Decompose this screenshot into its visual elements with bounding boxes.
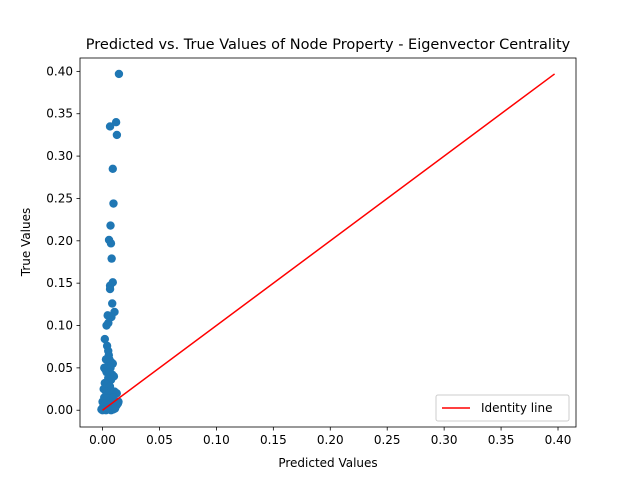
x-tick-label: 0.40 <box>545 433 572 447</box>
x-axis-label: Predicted Values <box>278 456 377 470</box>
plot-frame <box>79 57 577 428</box>
plot-area <box>97 69 556 415</box>
x-tick-label: 0.10 <box>203 433 230 447</box>
data-point <box>112 130 122 140</box>
x-tick-label: 0.30 <box>431 433 458 447</box>
data-point <box>108 164 117 173</box>
y-tick-label: 0.05 <box>46 361 73 375</box>
x-tick-label: 0.20 <box>317 433 344 447</box>
data-point <box>114 69 124 79</box>
data-point <box>110 404 120 413</box>
data-point <box>108 299 117 308</box>
data-point <box>102 321 111 330</box>
x-tick-label: 0.05 <box>146 433 173 447</box>
y-tick-label: 0.00 <box>46 403 73 417</box>
data-point <box>100 334 110 344</box>
data-point <box>111 118 121 127</box>
x-tick-label: 0.00 <box>89 433 116 447</box>
data-point <box>106 239 116 248</box>
legend-label-identity-line: Identity line <box>481 401 552 415</box>
y-tick-label: 0.35 <box>46 107 73 121</box>
x-tick-label: 0.25 <box>374 433 401 447</box>
y-tick-label: 0.20 <box>46 234 73 248</box>
y-tick-label: 0.15 <box>46 276 73 290</box>
data-point <box>107 254 116 263</box>
axes: 0.00 0.05 0.10 0.15 0.20 0.25 0.30 0.35 0.40 0.00… <box>46 57 577 447</box>
chart-title: Predicted vs. True Values of Node Proper… <box>86 37 571 53</box>
data-point <box>105 122 115 131</box>
y-tick-label: 0.30 <box>46 149 73 163</box>
y-tick-label: 0.40 <box>46 64 73 78</box>
legend-box <box>435 394 570 422</box>
x-tick-label: 0.15 <box>260 433 287 447</box>
identity-line <box>102 73 556 411</box>
y-tick-label: 0.25 <box>46 191 73 205</box>
legend: Identity line <box>435 394 570 422</box>
data-point <box>106 221 115 230</box>
y-axis-label: True Values <box>19 208 33 278</box>
x-tick-label: 0.35 <box>488 433 515 447</box>
data-point <box>105 284 115 294</box>
y-tick-label: 0.10 <box>46 319 73 333</box>
data-point <box>109 199 118 208</box>
